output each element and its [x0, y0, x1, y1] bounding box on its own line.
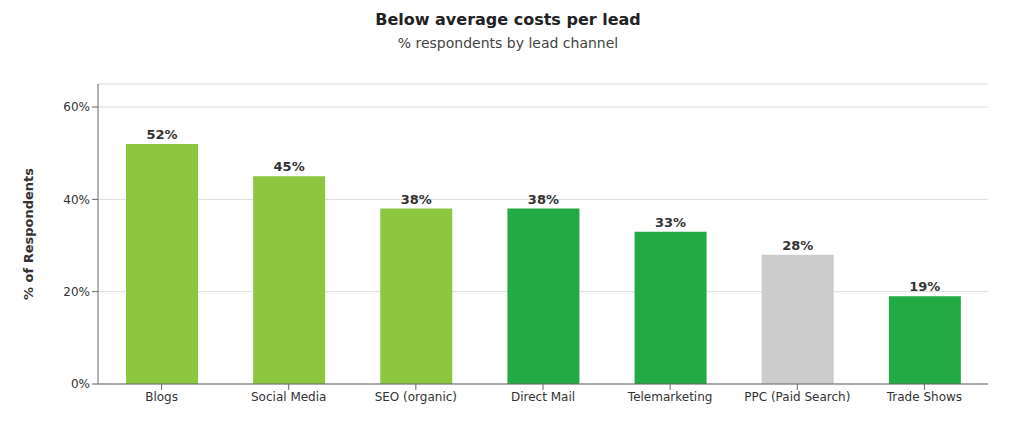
svg-text:Trade Shows: Trade Shows [886, 390, 962, 404]
svg-text:45%: 45% [274, 159, 305, 174]
svg-text:52%: 52% [146, 127, 177, 142]
html-text:Below average costs per lead: Below average costs per lead [375, 10, 641, 29]
svg-text:38%: 38% [528, 192, 559, 207]
svg-text:19%: 19% [909, 279, 940, 294]
svg-text:Telemarketing: Telemarketing [627, 390, 713, 404]
svg-text:Direct Mail: Direct Mail [511, 390, 575, 404]
svg-text:33%: 33% [655, 215, 686, 230]
svg-text:60%: 60% [63, 100, 90, 114]
svg-text:20%: 20% [63, 285, 90, 299]
svg-text:% of Respondents: % of Respondents [21, 168, 36, 300]
svg-text:0%: 0% [71, 377, 90, 391]
svg-text:SEO (organic): SEO (organic) [375, 390, 457, 404]
svg-text:40%: 40% [63, 193, 90, 207]
svg-text:Blogs: Blogs [145, 390, 178, 404]
svg-text:38%: 38% [401, 192, 432, 207]
svg-text:28%: 28% [782, 238, 813, 253]
svg-text:Social Media: Social Media [251, 390, 326, 404]
svg-text:PPC (Paid Search): PPC (Paid Search) [744, 390, 850, 404]
html-text:% respondents by lead channel: % respondents by lead channel [397, 35, 619, 51]
